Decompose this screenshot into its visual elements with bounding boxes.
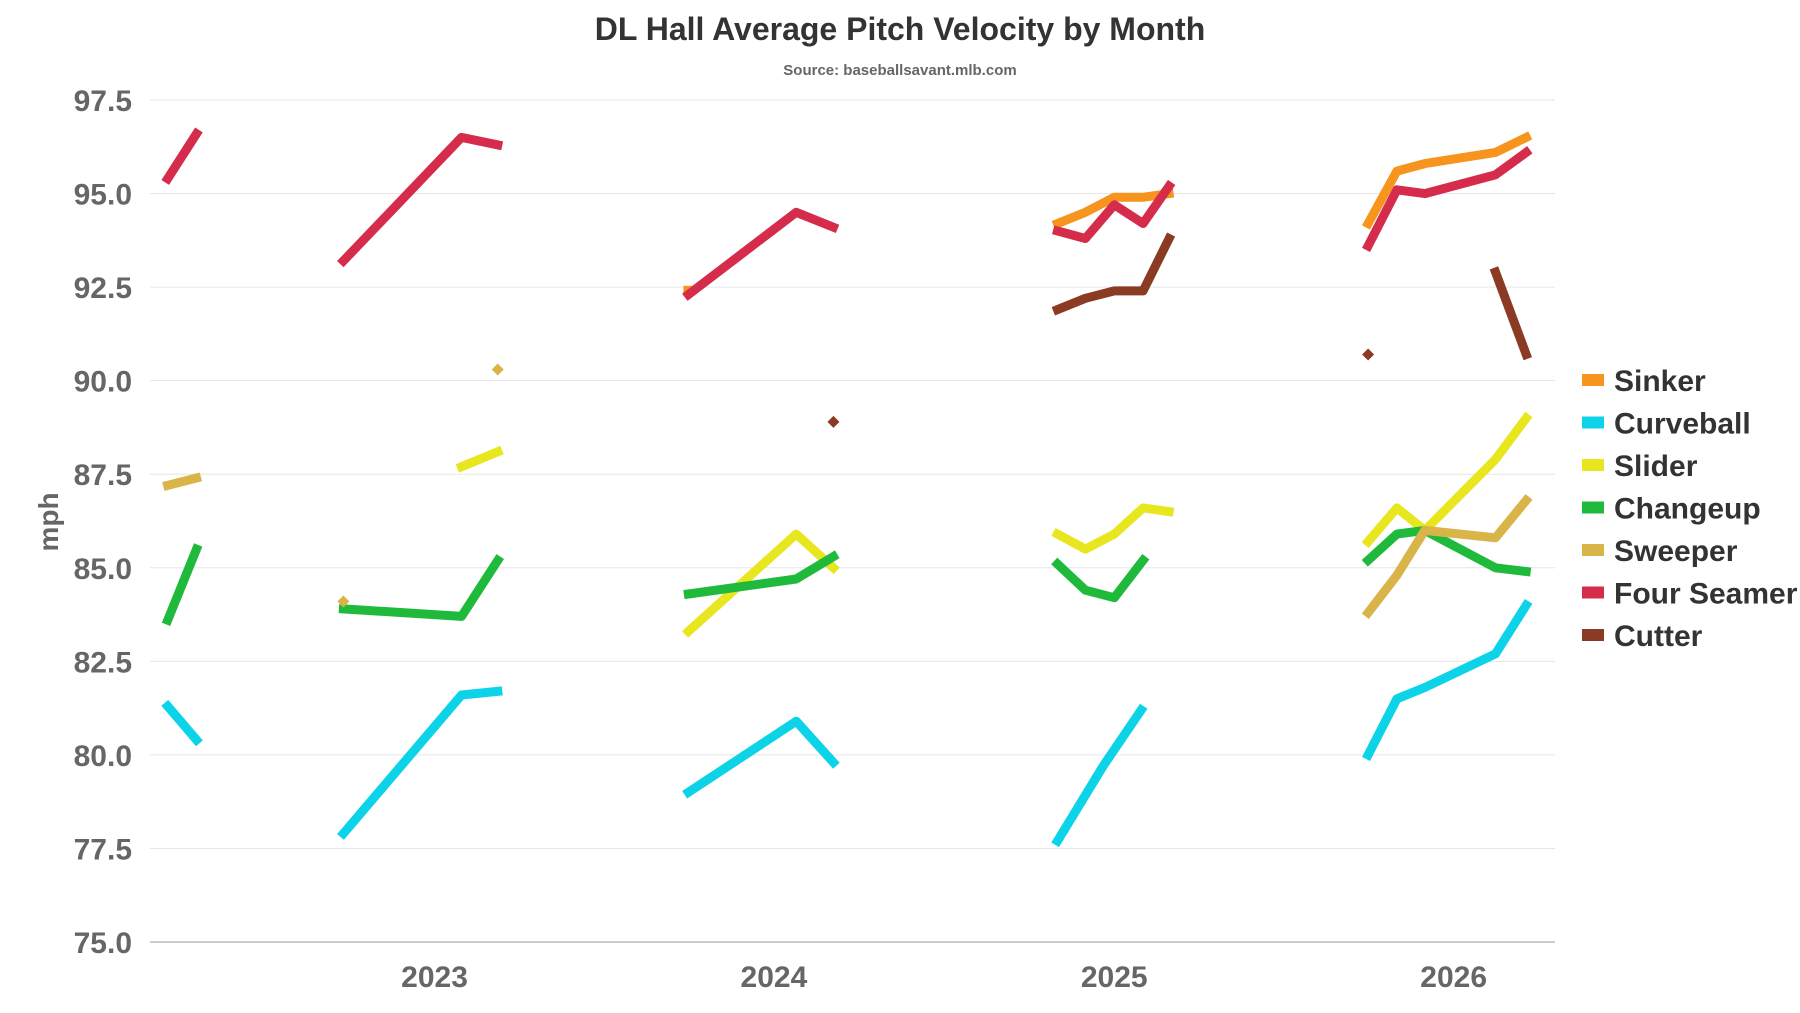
y-tick-label: 82.5 bbox=[74, 646, 132, 679]
series-curveball bbox=[161, 598, 1533, 848]
x-tick-label: 2025 bbox=[1081, 961, 1148, 994]
legend-item-curveball[interactable]: Curveball bbox=[1582, 408, 1751, 441]
legend-swatch bbox=[1582, 586, 1604, 599]
line-segment-slider bbox=[1051, 503, 1175, 554]
line-segment-changeup bbox=[338, 554, 505, 621]
legend-label: Cutter bbox=[1614, 620, 1703, 653]
chart-subtitle: Source: baseballsavant.mlb.com bbox=[783, 62, 1016, 79]
series-lines bbox=[161, 127, 1533, 848]
x-tick-label: 2026 bbox=[1420, 961, 1487, 994]
marker-cutter bbox=[1362, 348, 1375, 361]
legend-item-cutter[interactable]: Cutter bbox=[1582, 620, 1703, 653]
line-segment-changeup bbox=[1051, 553, 1150, 603]
y-tick-label: 87.5 bbox=[74, 459, 132, 492]
y-axis-ticks: 75.0 77.5 80.0 82.5 85.0 87.5 90.0 92.5 95.0 97.5 bbox=[74, 85, 132, 960]
line-segment-four-seamer bbox=[161, 127, 203, 185]
line-segment-sinker bbox=[1051, 188, 1175, 230]
legend: Sinker Curveball Slider Changeup Sweeper Four… bbox=[1582, 365, 1798, 653]
line-segment-curveball bbox=[161, 699, 203, 747]
x-tick-label: 2024 bbox=[741, 961, 808, 994]
legend-label: Changeup bbox=[1614, 493, 1761, 526]
y-tick-label: 95.0 bbox=[74, 179, 132, 212]
y-tick-label: 97.5 bbox=[74, 85, 132, 118]
legend-label: Curveball bbox=[1614, 408, 1751, 441]
x-axis-ticks: 2023 2024 2025 2026 bbox=[401, 961, 1487, 994]
y-tick-label: 90.0 bbox=[74, 366, 132, 399]
y-axis-label: mph bbox=[33, 492, 64, 551]
y-tick-label: 85.0 bbox=[74, 553, 132, 586]
legend-swatch bbox=[1582, 459, 1604, 471]
line-segment-curveball bbox=[1362, 598, 1533, 761]
y-tick-label: 75.0 bbox=[74, 927, 132, 960]
series-cutter bbox=[827, 232, 1532, 428]
line-segment-curveball bbox=[337, 686, 503, 840]
legend-swatch bbox=[1582, 374, 1604, 386]
y-tick-label: 92.5 bbox=[74, 272, 132, 305]
legend-swatch bbox=[1582, 501, 1604, 514]
line-segment-four-seamer bbox=[682, 207, 840, 301]
legend-label: Slider bbox=[1614, 450, 1698, 483]
line-segment-cutter bbox=[1051, 232, 1176, 316]
legend-label: Sinker bbox=[1614, 365, 1706, 398]
line-segment-sweeper bbox=[162, 472, 202, 491]
legend-item-slider[interactable]: Slider bbox=[1582, 450, 1698, 483]
marker-cutter bbox=[827, 415, 840, 428]
line-segment-four-seamer bbox=[337, 132, 504, 268]
legend-item-four-seamer[interactable]: Four Seamer bbox=[1582, 578, 1798, 611]
chart-title: DL Hall Average Pitch Velocity by Month bbox=[595, 11, 1206, 47]
line-segment-curveball bbox=[682, 716, 840, 799]
x-tick-label: 2023 bbox=[401, 961, 468, 994]
legend-label: Sweeper bbox=[1614, 535, 1738, 568]
series-four-seamer bbox=[161, 127, 1533, 301]
legend-item-sweeper[interactable]: Sweeper bbox=[1582, 535, 1738, 568]
series-slider bbox=[455, 411, 1533, 638]
y-tick-label: 77.5 bbox=[74, 833, 132, 866]
line-segment-cutter bbox=[1489, 266, 1532, 361]
marker-sweeper bbox=[337, 595, 350, 608]
gridlines bbox=[150, 99, 1555, 943]
series-sweeper bbox=[162, 363, 1533, 620]
line-segment-slider bbox=[682, 529, 840, 638]
marker-sweeper bbox=[491, 363, 504, 376]
line-segment-four-seamer bbox=[1051, 179, 1176, 243]
line-segment-changeup bbox=[161, 543, 203, 627]
line-segment-sweeper bbox=[1361, 494, 1533, 620]
legend-item-changeup[interactable]: Changeup bbox=[1582, 493, 1761, 526]
legend-swatch bbox=[1582, 416, 1604, 429]
line-segment-four-seamer bbox=[1362, 146, 1533, 252]
legend-item-sinker[interactable]: Sinker bbox=[1582, 365, 1706, 398]
series-changeup bbox=[161, 525, 1532, 627]
legend-swatch bbox=[1582, 544, 1604, 556]
legend-swatch bbox=[1582, 629, 1604, 641]
line-segment-changeup bbox=[683, 550, 840, 600]
line-segment-sinker bbox=[1361, 131, 1533, 230]
legend-label: Four Seamer bbox=[1614, 578, 1798, 611]
y-tick-label: 80.0 bbox=[74, 740, 132, 773]
line-segment-curveball bbox=[1051, 703, 1148, 848]
line-segment-slider bbox=[455, 445, 504, 473]
